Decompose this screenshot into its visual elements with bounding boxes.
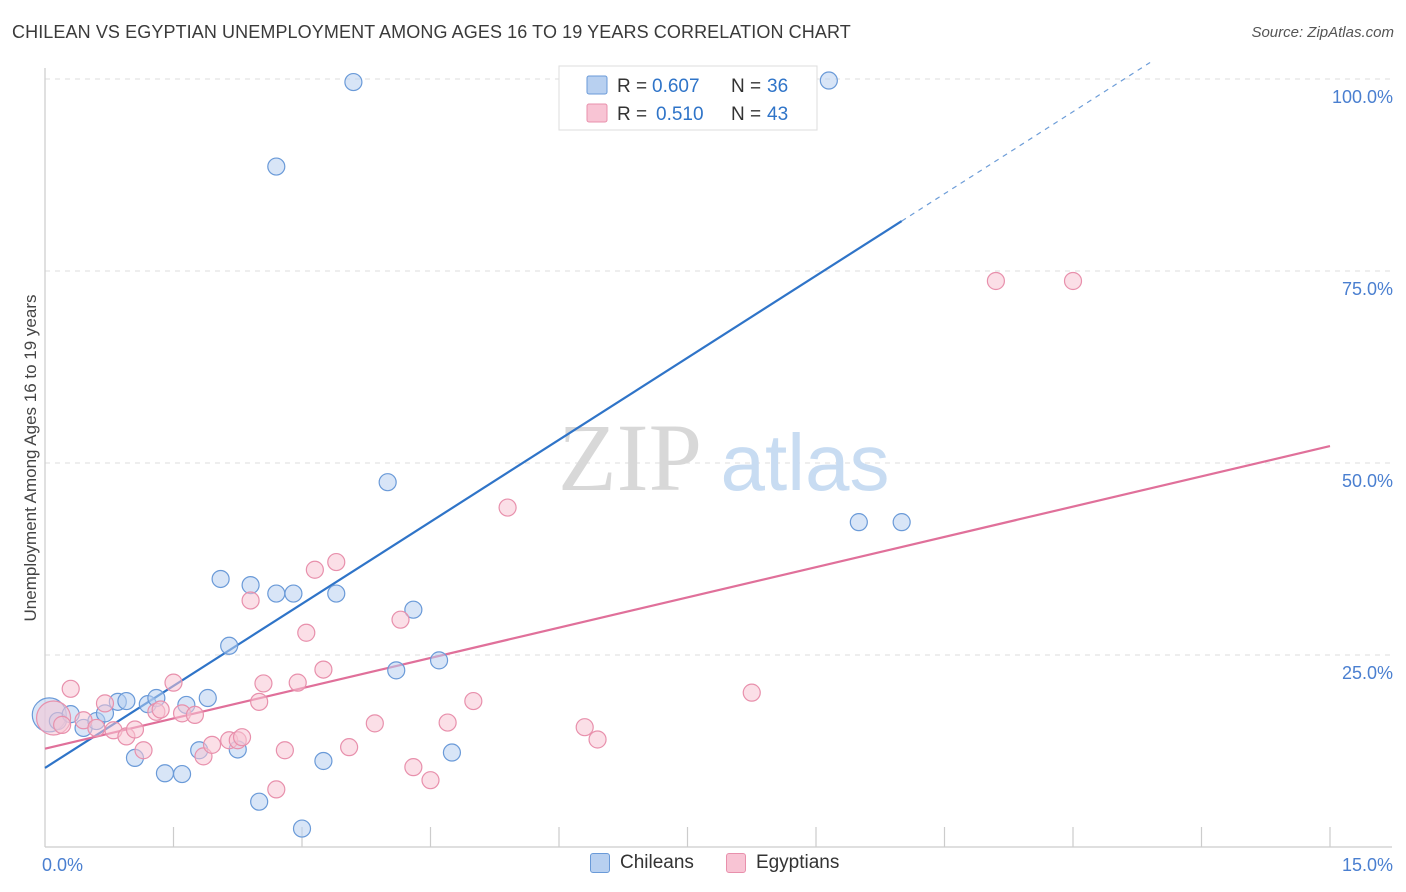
egyptians-point bbox=[391, 610, 410, 629]
egyptians-point bbox=[588, 730, 607, 749]
y-axis-title: Unemployment Among Ages 16 to 19 years bbox=[21, 295, 40, 622]
chileans-point bbox=[267, 157, 286, 176]
legend-n-label-egyptians: N = bbox=[731, 104, 761, 125]
egyptians-swatch bbox=[725, 853, 746, 873]
series-egyptians bbox=[35, 271, 1083, 799]
y-tick-label: 75.0% bbox=[1342, 279, 1393, 299]
egyptians-point bbox=[241, 591, 260, 610]
chileans-point bbox=[344, 72, 363, 92]
egyptians-point bbox=[742, 683, 761, 702]
legend-n-label-chileans: N = bbox=[731, 76, 761, 97]
watermark: ZIP atlas bbox=[558, 404, 889, 511]
egyptians-point bbox=[254, 674, 273, 693]
chart-title: CHILEAN VS EGYPTIAN UNEMPLOYMENT AMONG A… bbox=[12, 22, 851, 42]
egyptians-point bbox=[134, 741, 153, 760]
egyptians-point bbox=[464, 691, 483, 711]
egyptians-point bbox=[87, 718, 106, 738]
chileans-point bbox=[220, 636, 239, 655]
egyptians-point bbox=[438, 713, 457, 732]
chileans-point bbox=[198, 688, 217, 708]
y-tick-label: 25.0% bbox=[1342, 663, 1393, 683]
x-tick-label: 15.0% bbox=[1342, 855, 1393, 875]
chileans-point bbox=[387, 661, 406, 680]
series-legend-egyptians[interactable]: Egyptians bbox=[725, 852, 840, 874]
chileans-point bbox=[250, 792, 269, 811]
data-points bbox=[31, 71, 1083, 838]
egyptians-point bbox=[404, 758, 423, 777]
egyptians-point bbox=[365, 714, 384, 733]
egyptians-point bbox=[164, 673, 183, 692]
chileans-point bbox=[429, 651, 449, 670]
correlation-legend: R = 0.607 N = 36 R = 0.510 N = 43 bbox=[558, 65, 818, 131]
egyptians-point bbox=[275, 741, 294, 760]
chileans-point bbox=[442, 743, 462, 762]
egyptians-point bbox=[232, 728, 252, 747]
egyptians-point bbox=[95, 694, 115, 713]
legend-r-value-chileans: 0.607 bbox=[652, 76, 700, 97]
chileans-point bbox=[819, 71, 838, 90]
legend-r-label-chileans: R = bbox=[617, 76, 647, 97]
watermark-atlas: atlas bbox=[721, 418, 890, 507]
egyptians-point bbox=[125, 720, 145, 739]
chileans-point bbox=[172, 764, 192, 784]
legend-swatch-chileans bbox=[586, 75, 608, 95]
egyptians-point bbox=[267, 780, 286, 799]
egyptians-point bbox=[1063, 271, 1083, 291]
egyptians-point bbox=[185, 705, 205, 725]
watermark-zip: ZIP bbox=[558, 404, 702, 511]
axes bbox=[44, 68, 1392, 848]
egyptians-point bbox=[151, 700, 170, 719]
chileans-point bbox=[292, 819, 312, 838]
egyptians-point bbox=[327, 552, 346, 572]
source-credit: Source: ZipAtlas.com bbox=[1251, 24, 1394, 41]
chileans-point bbox=[267, 584, 286, 603]
legend-n-value-chileans: 36 bbox=[767, 76, 788, 97]
egyptians-point bbox=[53, 715, 72, 734]
egyptians-point bbox=[297, 623, 316, 642]
legend-swatch-egyptians bbox=[586, 103, 608, 123]
series-legend-chileans[interactable]: Chileans bbox=[590, 852, 694, 874]
egyptians-point bbox=[421, 771, 440, 790]
y-tick-label: 50.0% bbox=[1342, 471, 1393, 491]
legend-r-label-egyptians: R = bbox=[617, 104, 647, 125]
egyptians-point bbox=[305, 560, 324, 579]
egyptians-point bbox=[986, 271, 1006, 291]
egyptians-point bbox=[340, 738, 359, 757]
x-tick-label: 0.0% bbox=[42, 855, 83, 875]
egyptians-point bbox=[202, 735, 222, 754]
chileans-point bbox=[284, 584, 303, 603]
chileans-point bbox=[404, 600, 423, 619]
egyptians-point bbox=[61, 679, 80, 698]
egyptians-point bbox=[498, 498, 517, 517]
egyptians-point bbox=[250, 692, 269, 711]
chileans-point bbox=[155, 764, 175, 783]
chileans-trend-line bbox=[44, 220, 903, 769]
chileans-label: Chileans bbox=[620, 852, 694, 873]
chileans-trend-extension bbox=[901, 61, 1151, 222]
chileans-point bbox=[892, 513, 911, 532]
grid-lines bbox=[45, 78, 1392, 656]
chileans-point bbox=[327, 584, 346, 603]
chileans-point bbox=[211, 569, 230, 589]
chileans-swatch bbox=[590, 853, 610, 873]
tick-labels: 25.0% 50.0% 75.0% 100.0% 0.0% 15.0% bbox=[42, 87, 1393, 875]
legend-n-value-egyptians: 43 bbox=[767, 104, 788, 125]
egyptians-point bbox=[314, 660, 333, 679]
series-legend: Chileans Egyptians bbox=[590, 852, 859, 874]
egyptians-point bbox=[288, 673, 307, 692]
chileans-point bbox=[241, 576, 260, 595]
chileans-point bbox=[849, 513, 868, 532]
chileans-point bbox=[314, 751, 333, 771]
chileans-point bbox=[117, 691, 136, 711]
y-tick-label: 100.0% bbox=[1332, 87, 1393, 107]
chileans-point bbox=[378, 473, 397, 492]
egyptians-label: Egyptians bbox=[755, 852, 840, 873]
egyptians-point bbox=[575, 718, 594, 737]
legend-r-value-egyptians: 0.510 bbox=[656, 104, 704, 125]
